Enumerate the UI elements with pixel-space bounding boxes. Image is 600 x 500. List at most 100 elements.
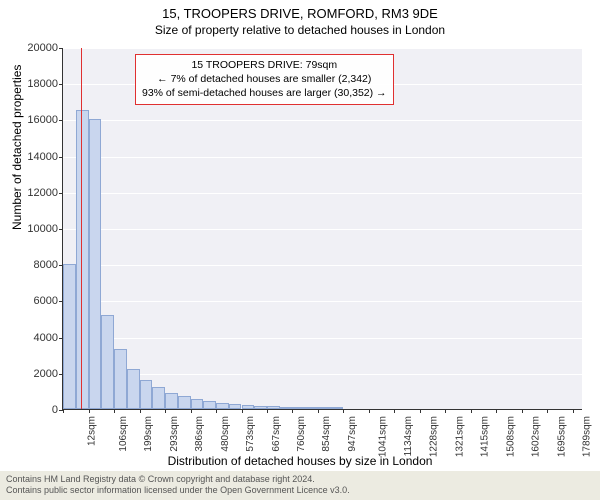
histogram-bar: [254, 406, 267, 409]
xtick-label: 760sqm: [296, 416, 307, 452]
xtick-mark: [496, 409, 497, 413]
xtick-label: 854sqm: [322, 416, 333, 452]
footer-line-2: Contains public sector information licen…: [6, 485, 594, 497]
xtick-mark: [573, 409, 574, 413]
ytick-mark: [59, 157, 63, 158]
ytick-label: 0: [8, 404, 58, 416]
footer-line-1: Contains HM Land Registry data © Crown c…: [6, 474, 594, 486]
ytick-label: 8000: [8, 259, 58, 271]
histogram-bar: [280, 407, 293, 409]
chart-title: 15, TROOPERS DRIVE, ROMFORD, RM3 9DE: [0, 0, 600, 21]
histogram-bar: [318, 407, 331, 409]
xtick-label: 1508sqm: [505, 416, 516, 457]
histogram-bar: [101, 315, 114, 409]
histogram-bar: [152, 387, 165, 409]
annotation-line-2: ← 7% of detached houses are smaller (2,3…: [142, 72, 387, 86]
histogram-bar: [140, 380, 153, 409]
xtick-mark: [63, 409, 64, 413]
ytick-label: 6000: [8, 295, 58, 307]
ytick-label: 20000: [8, 42, 58, 54]
xtick-label: 667sqm: [271, 416, 282, 452]
histogram-bar: [203, 401, 216, 409]
xtick-mark: [343, 409, 344, 413]
histogram-bar: [331, 407, 344, 409]
attribution-footer: Contains HM Land Registry data © Crown c…: [0, 471, 600, 500]
histogram-bar: [242, 405, 255, 409]
xtick-label: 12sqm: [87, 416, 98, 446]
ytick-label: 16000: [8, 114, 58, 126]
xtick-mark: [216, 409, 217, 413]
histogram-bar: [127, 369, 140, 409]
xtick-label: 1695sqm: [556, 416, 567, 457]
xtick-label: 1041sqm: [378, 416, 389, 457]
ytick-mark: [59, 229, 63, 230]
xtick-label: 1321sqm: [454, 416, 465, 457]
annotation-line-3: 93% of semi-detached houses are larger (…: [142, 86, 387, 100]
xtick-label: 386sqm: [194, 416, 205, 452]
xtick-mark: [292, 409, 293, 413]
xtick-label: 947sqm: [347, 416, 358, 452]
xtick-label: 1602sqm: [531, 416, 542, 457]
gridline: [63, 265, 582, 266]
xtick-label: 199sqm: [143, 416, 154, 452]
gridline: [63, 374, 582, 375]
xtick-label: 1228sqm: [429, 416, 440, 457]
annotation-box: 15 TROOPERS DRIVE: 79sqm ← 7% of detache…: [135, 54, 394, 105]
ytick-mark: [59, 193, 63, 194]
xtick-mark: [420, 409, 421, 413]
xtick-mark: [471, 409, 472, 413]
xtick-mark: [267, 409, 268, 413]
xtick-mark: [547, 409, 548, 413]
histogram-bar: [178, 396, 191, 409]
histogram-bar: [216, 403, 229, 409]
ytick-mark: [59, 120, 63, 121]
ytick-label: 18000: [8, 78, 58, 90]
property-marker-line: [81, 48, 82, 409]
histogram-bar: [267, 406, 280, 409]
xtick-label: 1415sqm: [480, 416, 491, 457]
ytick-label: 10000: [8, 223, 58, 235]
xtick-mark: [445, 409, 446, 413]
ytick-mark: [59, 48, 63, 49]
ytick-mark: [59, 84, 63, 85]
plot-area: 15 TROOPERS DRIVE: 79sqm ← 7% of detache…: [62, 48, 582, 410]
xtick-mark: [522, 409, 523, 413]
ytick-label: 4000: [8, 332, 58, 344]
xtick-mark: [114, 409, 115, 413]
xtick-mark: [89, 409, 90, 413]
xtick-label: 1789sqm: [582, 416, 593, 457]
xtick-mark: [318, 409, 319, 413]
xtick-label: 106sqm: [118, 416, 129, 452]
histogram-bar: [89, 119, 102, 409]
annotation-line-1: 15 TROOPERS DRIVE: 79sqm: [142, 58, 387, 72]
histogram-bar: [191, 399, 204, 409]
gridline: [63, 157, 582, 158]
histogram-bar: [292, 407, 305, 409]
xtick-label: 480sqm: [220, 416, 231, 452]
histogram-bar: [63, 264, 76, 409]
xtick-label: 293sqm: [169, 416, 180, 452]
gridline: [63, 193, 582, 194]
chart-subtitle: Size of property relative to detached ho…: [0, 21, 600, 37]
xtick-mark: [140, 409, 141, 413]
gridline: [63, 48, 582, 49]
xtick-mark: [242, 409, 243, 413]
ytick-label: 2000: [8, 368, 58, 380]
xtick-label: 573sqm: [245, 416, 256, 452]
histogram-bar: [305, 407, 318, 409]
xtick-mark: [394, 409, 395, 413]
gridline: [63, 301, 582, 302]
xtick-mark: [191, 409, 192, 413]
histogram-bar: [165, 393, 178, 409]
xtick-mark: [165, 409, 166, 413]
histogram-bar: [114, 349, 127, 409]
ytick-label: 12000: [8, 187, 58, 199]
xtick-label: 1134sqm: [403, 416, 414, 456]
histogram-bar: [229, 404, 242, 409]
gridline: [63, 120, 582, 121]
chart-container: 15, TROOPERS DRIVE, ROMFORD, RM3 9DE Siz…: [0, 0, 600, 500]
ytick-label: 14000: [8, 151, 58, 163]
xtick-mark: [369, 409, 370, 413]
gridline: [63, 229, 582, 230]
gridline: [63, 338, 582, 339]
